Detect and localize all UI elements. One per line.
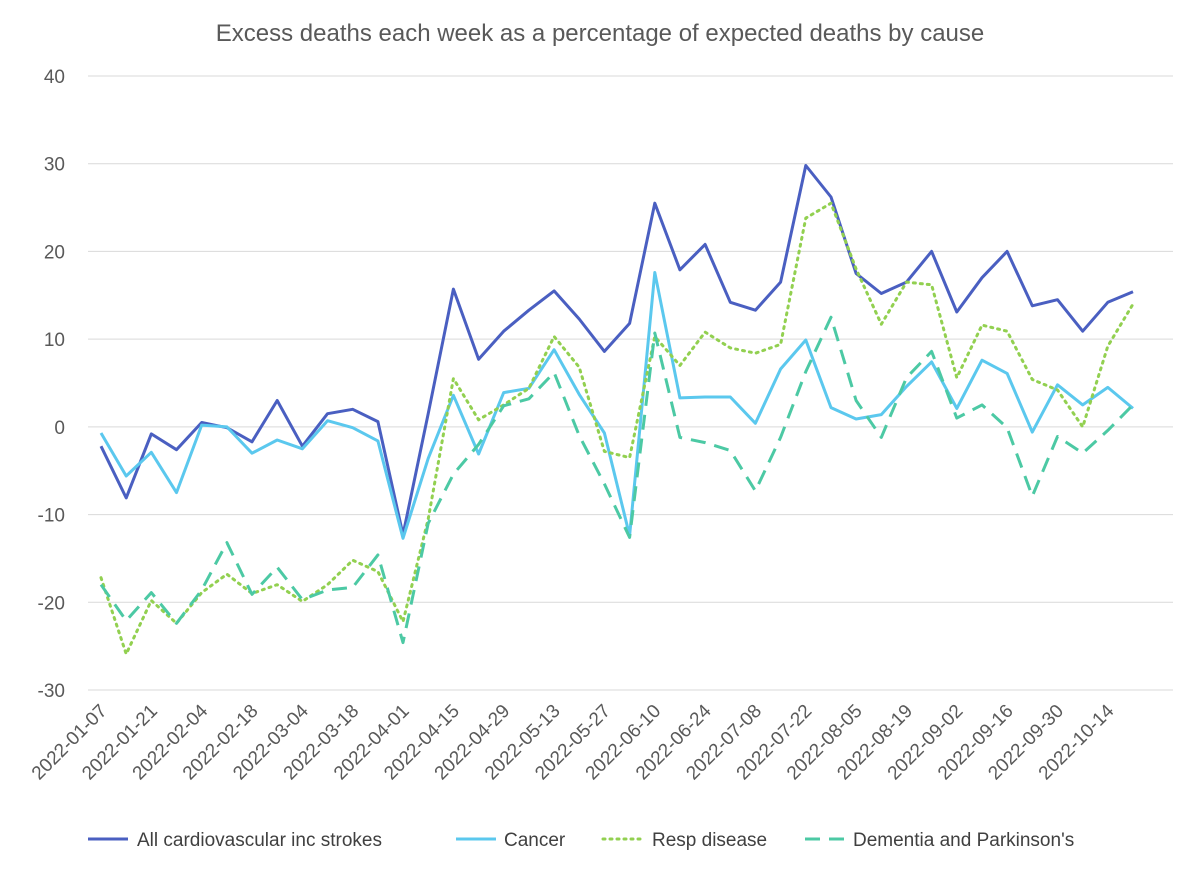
y-tick-label: 40: [44, 67, 65, 88]
series-line-0: [99, 164, 1134, 537]
y-tick-label: -30: [38, 681, 65, 702]
y-tick-label: 30: [44, 155, 65, 176]
series-lines: [99, 164, 1135, 656]
legend-label: All cardiovascular inc strokes: [137, 830, 382, 851]
series-line-1: [99, 271, 1134, 540]
y-tick-label: 0: [54, 418, 65, 439]
y-axis-ticks: 40 30 20 10 0 -10 -20 -30: [38, 67, 65, 702]
series-line-2: [99, 201, 1135, 656]
y-tick-label: -20: [38, 593, 65, 614]
legend-label: Resp disease: [652, 830, 767, 851]
y-tick-label: 10: [44, 330, 65, 351]
legend-label: Dementia and Parkinson's: [853, 830, 1074, 851]
legend: All cardiovascular inc strokes Cancer Resp…: [88, 830, 1074, 851]
legend-label: Cancer: [504, 830, 566, 851]
series-line-3: [99, 315, 1135, 645]
y-tick-label: -10: [38, 506, 65, 527]
y-tick-label: 20: [44, 242, 65, 263]
x-axis-ticks: 2022-01-072022-01-212022-02-042022-02-18…: [28, 700, 1119, 784]
chart-title: Excess deaths each week as a percentage …: [216, 20, 985, 47]
